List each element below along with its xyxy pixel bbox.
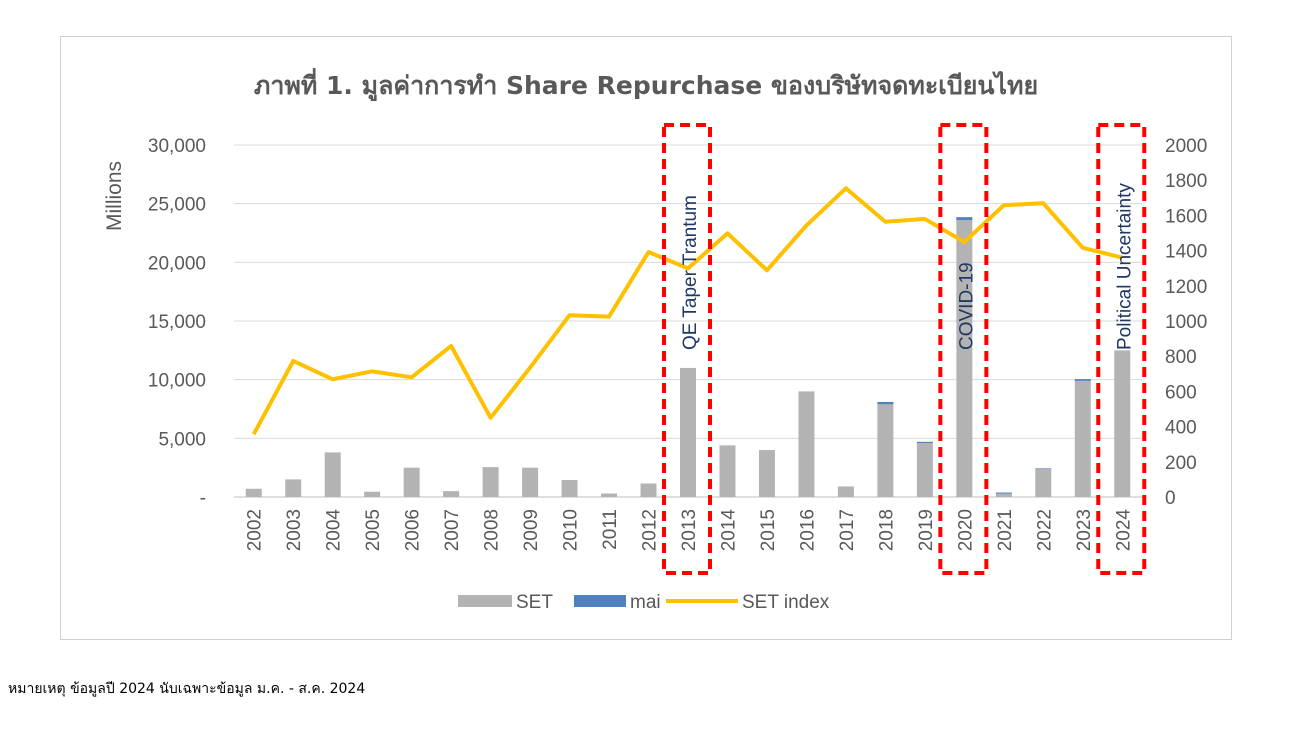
x-tick-label: 2019 <box>916 509 937 551</box>
bar-set <box>285 479 302 497</box>
bar-mai <box>995 492 1012 494</box>
bar-set <box>443 491 460 497</box>
x-tick-label: 2003 <box>284 509 305 551</box>
legend-label: mai <box>630 592 661 613</box>
y-tick-label: 20,000 <box>148 253 206 274</box>
x-tick-label: 2021 <box>995 509 1016 551</box>
annotations: QE Taper Trantum COVID-19 Political Uncert… <box>662 123 1147 575</box>
x-tick-label: 2024 <box>1113 509 1134 552</box>
bars <box>245 217 1131 498</box>
y2-tick-label: 1000 <box>1165 312 1207 333</box>
x-tick-label: 2023 <box>1074 509 1095 551</box>
y2-tick-label: 800 <box>1165 347 1197 368</box>
annotation-label: COVID-19 <box>956 262 977 350</box>
x-tick-label: 2022 <box>1034 509 1055 551</box>
bar-mai <box>956 217 973 221</box>
x-tick-label: 2002 <box>245 509 266 551</box>
chart-title: ภาพที่ 1. มูลค่าการทำ Share Repurchase ข… <box>254 68 1038 102</box>
set-index-line <box>251 186 1123 436</box>
bar-set <box>956 220 973 498</box>
y-tick-label: 10,000 <box>148 371 206 392</box>
x-tick-label: 2016 <box>797 509 818 551</box>
x-tick-label: 2006 <box>403 509 424 551</box>
bar-set <box>561 479 578 497</box>
footnote: หมายเหตุ ข้อมูลปี 2024 นับเฉพาะข้อมูล ม.… <box>8 681 366 697</box>
y2-tick-label: 400 <box>1165 418 1197 439</box>
bar-set <box>482 467 499 497</box>
x-tick-label: 2018 <box>876 509 897 551</box>
bar-set <box>798 391 815 497</box>
x-tick-label: 2010 <box>561 509 582 551</box>
bar-set <box>364 491 381 497</box>
x-tick-label: 2011 <box>600 509 621 550</box>
x-tick-label: 2009 <box>521 509 542 551</box>
y-tick-label: 25,000 <box>148 195 206 216</box>
x-tick-label: 2004 <box>324 509 345 552</box>
y2-tick-label: 600 <box>1165 382 1197 403</box>
y-tick-label: 15,000 <box>148 312 206 333</box>
bar-set <box>245 488 262 497</box>
x-tick-label: 2020 <box>955 509 976 551</box>
bar-set <box>601 493 618 497</box>
bar-set <box>916 443 933 497</box>
legend: SET mai SET index <box>458 592 830 613</box>
x-tick-label: 2013 <box>679 509 700 551</box>
legend-swatch <box>458 595 512 607</box>
x-tick-label: 2012 <box>640 509 661 551</box>
annotation-box <box>938 123 989 575</box>
gridlines <box>234 144 1142 498</box>
chart-frame <box>60 36 1232 640</box>
legend-label: SET <box>516 592 553 613</box>
legend-label: SET index <box>742 592 830 613</box>
x-tick-label: 2008 <box>482 509 503 551</box>
x-tick-label: 2017 <box>837 509 858 551</box>
y2-tick-label: 2000 <box>1165 136 1207 157</box>
x-tick-label: 2007 <box>442 509 463 551</box>
bar-set <box>719 445 736 497</box>
bar-set <box>1074 380 1091 497</box>
bar-mai <box>877 401 894 405</box>
bar-set <box>1035 468 1052 497</box>
bar-set <box>680 367 696 497</box>
annotation-box <box>1096 123 1147 575</box>
bar-set <box>403 467 420 497</box>
y-tick-label: - <box>200 488 206 509</box>
annotation-label: Political Uncertainty <box>1114 183 1135 350</box>
y-axis-label: Millions <box>103 161 126 231</box>
y2-tick-label: 1800 <box>1165 171 1207 192</box>
x-tick-label: 2014 <box>718 509 739 552</box>
y2-tick-label: 0 <box>1165 488 1176 509</box>
bar-set <box>758 450 775 497</box>
set-index-line-group <box>251 186 1123 436</box>
bar-set <box>522 467 539 497</box>
bar-set <box>640 483 657 497</box>
x-tick-label: 2015 <box>758 509 779 551</box>
bar-set <box>1114 350 1131 497</box>
axes: - 5,000 10,000 15,000 20,000 25,000 30,000 0 200… <box>103 136 1207 551</box>
bar-mai <box>1074 379 1091 381</box>
bar-set <box>877 404 894 497</box>
bar-mai <box>1035 468 1052 469</box>
y2-tick-label: 1200 <box>1165 277 1207 298</box>
y-tick-label: 30,000 <box>148 136 206 157</box>
bar-set <box>324 452 341 497</box>
share-repurchase-chart: QE Taper Trantum COVID-19 Political Uncert… <box>103 68 1207 613</box>
annotation-box <box>662 123 712 575</box>
legend-swatch <box>574 595 626 607</box>
x-tick-label: 2005 <box>363 509 384 551</box>
bar-set <box>995 493 1012 497</box>
y-tick-label: 5,000 <box>158 429 206 450</box>
y2-tick-label: 200 <box>1165 453 1197 474</box>
bar-set <box>837 486 854 497</box>
y2-tick-label: 1600 <box>1165 206 1207 227</box>
y2-tick-label: 1400 <box>1165 242 1207 263</box>
annotation-label: QE Taper Trantum <box>680 195 701 350</box>
bar-mai <box>916 441 933 444</box>
